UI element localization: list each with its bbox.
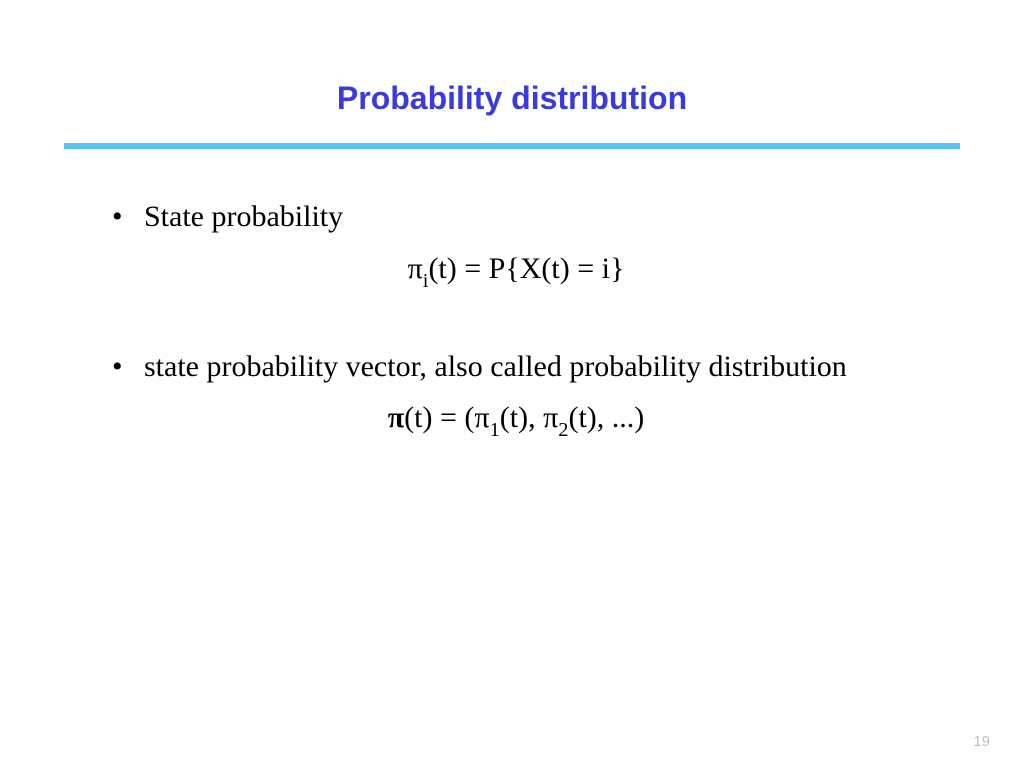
formula-state-probability: πi(t) = P{X(t) = i} — [108, 252, 924, 291]
title-rule — [64, 143, 960, 149]
bullet-distribution: state probability vector, also called pr… — [108, 347, 924, 388]
subscript-1: 1 — [490, 419, 500, 441]
greek-pi: π — [408, 252, 423, 285]
subscript-i: i — [423, 270, 429, 292]
subscript-2: 2 — [558, 419, 568, 441]
formula-close: (t), ...) — [568, 401, 644, 434]
greek-pi-1: π — [474, 401, 489, 434]
formula-distribution-vector: π(t) = (π1(t), π2(t), ...) — [108, 401, 924, 440]
content-area: State probability πi(t) = P{X(t) = i} st… — [60, 197, 964, 440]
slide-title: Probability distribution — [60, 80, 964, 117]
formula-open: (t) = ( — [404, 401, 474, 434]
spacer — [108, 291, 924, 347]
formula-body: (t) = P{X(t) = i} — [428, 252, 624, 285]
greek-pi-2: π — [543, 401, 558, 434]
formula-mid: (t), — [500, 401, 543, 434]
page-number: 19 — [973, 733, 990, 750]
bullet-state-probability: State probability — [108, 197, 924, 238]
slide: Probability distribution State probabili… — [0, 0, 1024, 768]
greek-pi-bold: π — [388, 401, 404, 434]
